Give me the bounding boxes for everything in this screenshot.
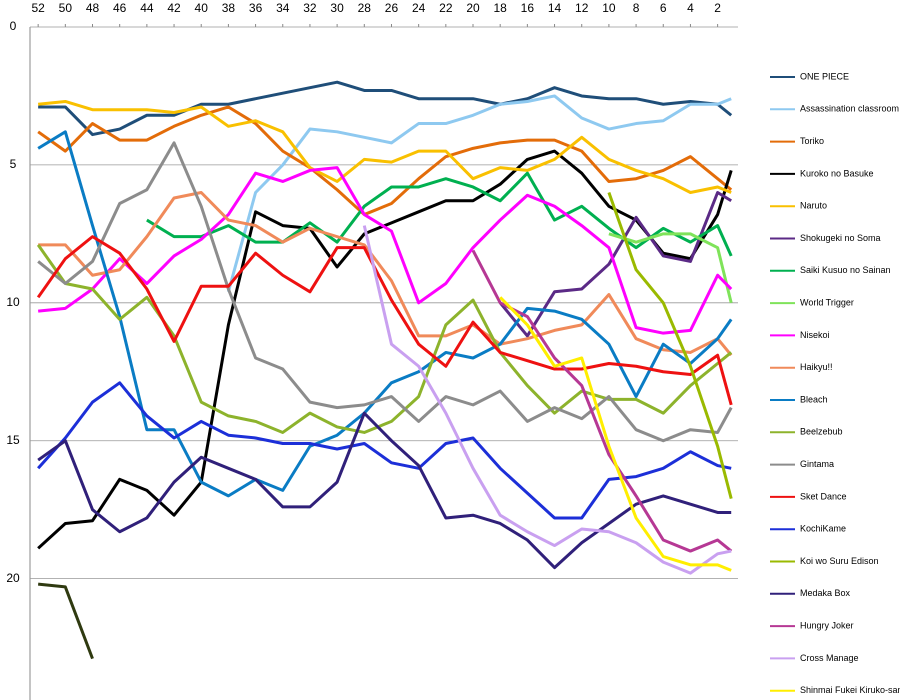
x-tick-label: 6 <box>660 1 667 15</box>
x-tick-label: 8 <box>633 1 640 15</box>
x-tick-label: 30 <box>330 1 344 15</box>
y-tick-label: 15 <box>6 433 20 447</box>
x-tick-label: 12 <box>575 1 589 15</box>
legend-label: Toriko <box>800 136 824 146</box>
series-line <box>608 232 733 304</box>
series-line <box>36 244 733 434</box>
legend-label: Sket Dance <box>800 491 847 501</box>
x-tick-label: 28 <box>358 1 372 15</box>
legend-label: World Trigger <box>800 297 854 307</box>
x-tick-label: 10 <box>602 1 616 15</box>
legend-label: Haikyu!! <box>800 362 833 372</box>
legend-label: Nisekoi <box>800 330 830 340</box>
x-tick-label: 22 <box>439 1 453 15</box>
series-line <box>37 411 732 570</box>
x-tick-label: 32 <box>303 1 317 15</box>
x-tick-label: 20 <box>466 1 480 15</box>
x-tick-label: 42 <box>167 1 181 15</box>
x-tick-label: 16 <box>521 1 535 15</box>
x-tick-label: 2 <box>714 1 721 15</box>
x-tick-label: 14 <box>548 1 562 15</box>
legend-label: Naruto <box>800 201 827 211</box>
x-tick-label: 38 <box>222 1 236 15</box>
legend-label: Cross Manage <box>800 653 859 663</box>
legend-label: Beelzebub <box>800 427 843 437</box>
x-tick-label: 50 <box>59 1 73 15</box>
x-tick-label: 24 <box>412 1 426 15</box>
series-line <box>37 130 733 498</box>
series-line <box>362 225 732 575</box>
x-tick-label: 52 <box>31 1 45 15</box>
y-tick-label: 20 <box>6 571 20 585</box>
y-tick-label: 5 <box>10 157 17 171</box>
series-line <box>499 190 732 338</box>
series-line <box>226 94 732 293</box>
y-tick-label: 0 <box>10 19 17 33</box>
x-tick-label: 18 <box>494 1 508 15</box>
legend-label: Gintama <box>800 459 834 469</box>
legend-label: ONE PIECE <box>800 71 849 81</box>
legend-label: Hungry Joker <box>800 620 854 630</box>
x-tick-label: 26 <box>385 1 399 15</box>
x-tick-label: 4 <box>687 1 694 15</box>
y-tick-label: 10 <box>6 295 20 309</box>
legend-label: Koi wo Suru Edison <box>800 556 879 566</box>
series-line <box>38 190 733 357</box>
x-tick-label: 44 <box>140 1 154 15</box>
legend-label: KochiKame <box>800 524 846 534</box>
legend-label: Kuroko no Basuke <box>800 168 874 178</box>
series-line <box>37 141 733 443</box>
legend-label: Bleach <box>800 394 828 404</box>
series-line <box>499 296 732 572</box>
series-line <box>36 235 733 406</box>
series-line <box>37 105 733 217</box>
series-line <box>38 80 733 137</box>
legend-label: Shinmai Fukei Kiruko-san <box>800 685 900 695</box>
x-tick-label: 34 <box>276 1 290 15</box>
series-line <box>37 381 732 520</box>
series-line <box>38 166 733 335</box>
series-line <box>38 99 732 194</box>
series-line <box>607 191 733 500</box>
series-line <box>38 582 94 660</box>
series-line <box>37 149 733 550</box>
legend-label: Shokugeki no Soma <box>800 233 881 243</box>
legend-label: Medaka Box <box>800 588 851 598</box>
x-tick-label: 46 <box>113 1 127 15</box>
legend-label: Saiki Kusuo no Sainan <box>800 265 891 275</box>
x-tick-label: 36 <box>249 1 263 15</box>
x-tick-label: 48 <box>86 1 100 15</box>
series-line <box>146 171 733 257</box>
legend-label: Assassination classroom <box>800 104 899 114</box>
x-tick-label: 40 <box>195 1 209 15</box>
series-line <box>471 249 733 553</box>
